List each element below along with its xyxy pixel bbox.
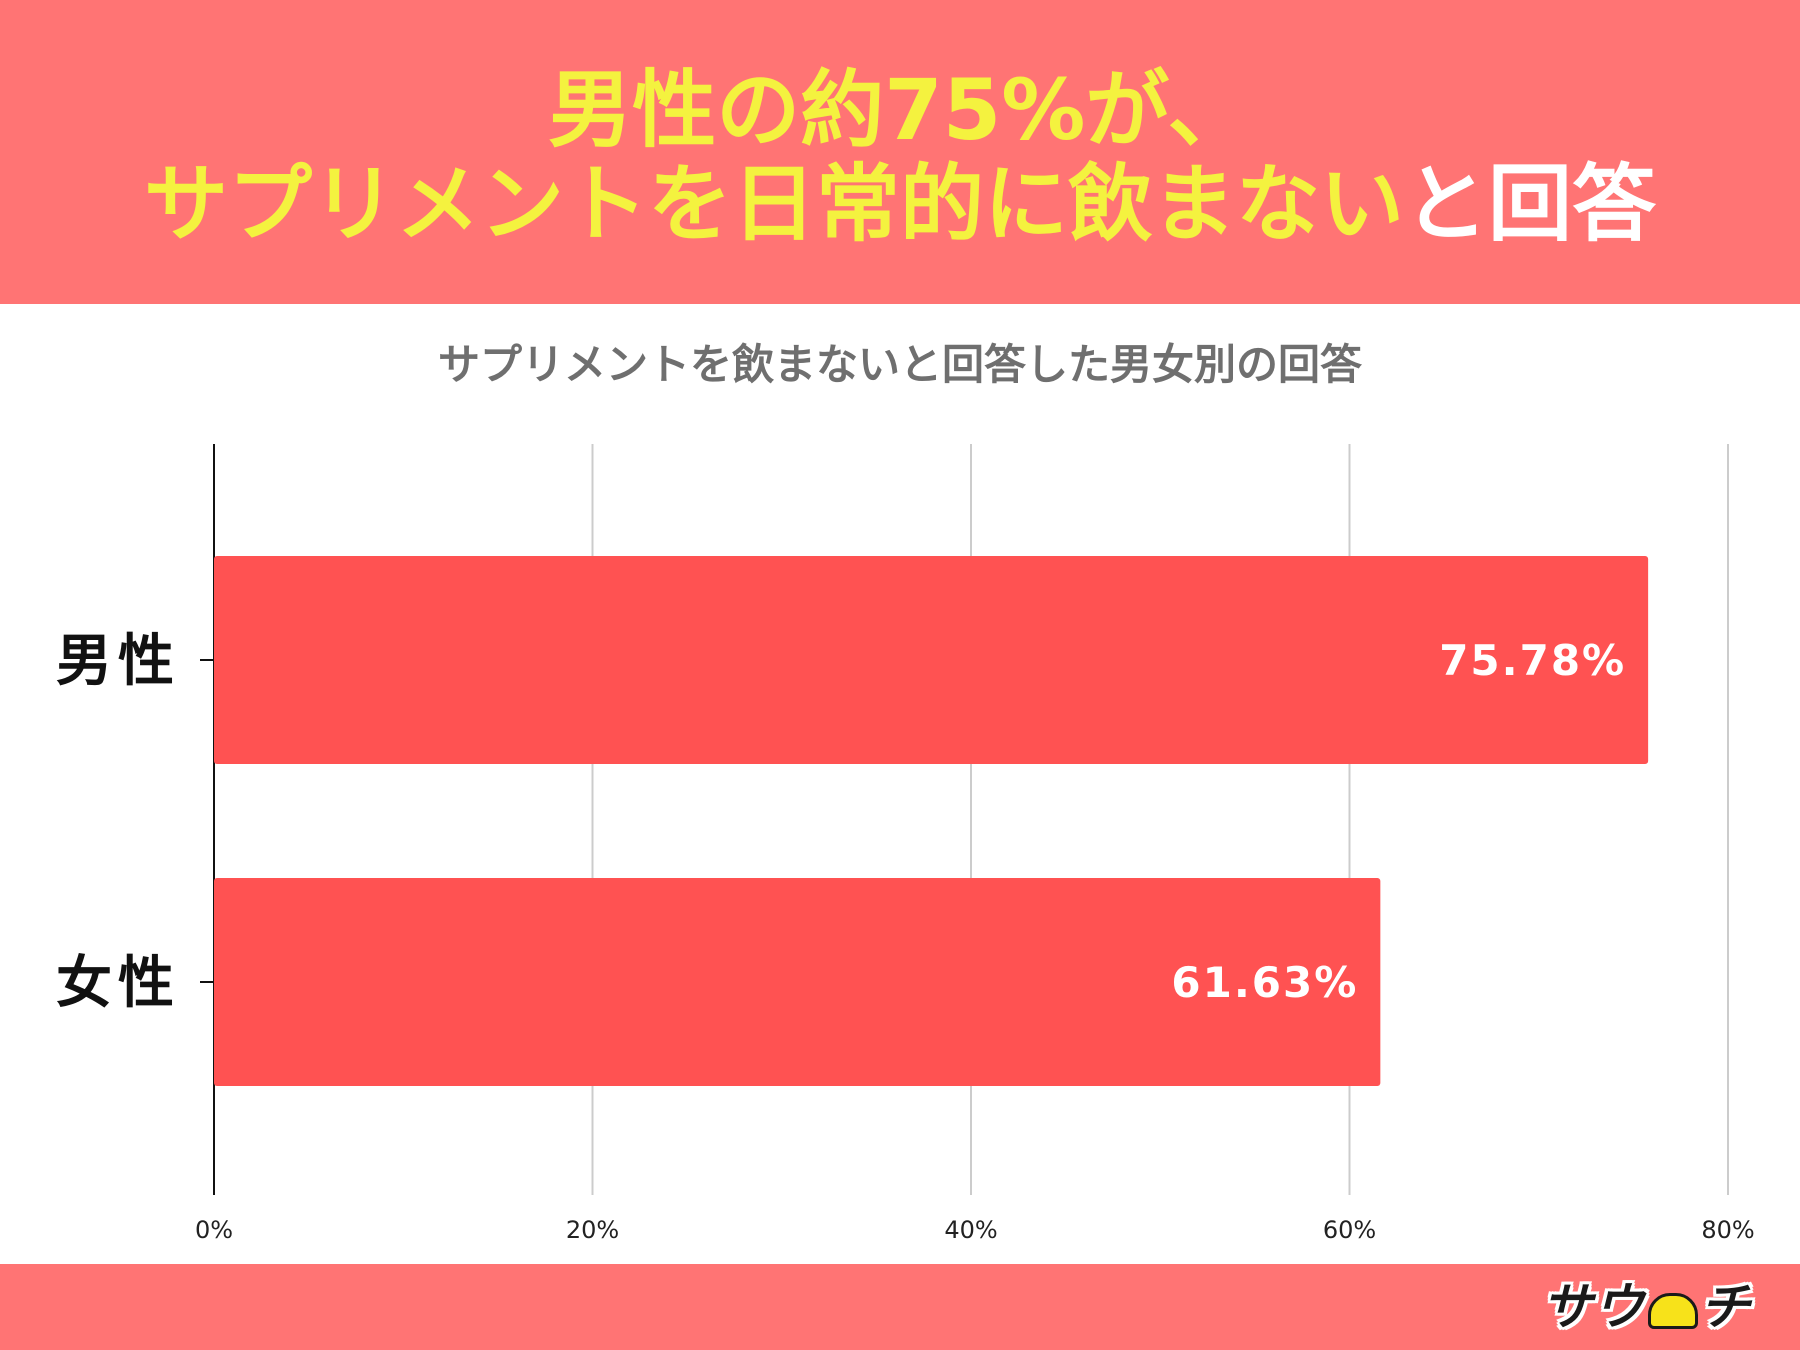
category-label: 女性 — [56, 951, 180, 1016]
logo-text: サウチ — [1542, 1282, 1752, 1332]
bar-chart: 0% 20% 40% 60% 80% 75.78% 男性 61.63% 女性 — [56, 444, 1755, 1244]
logo-text-left: サウ — [1542, 1278, 1646, 1336]
chart-title: サプリメントを飲まないと回答した男女別の回答 — [437, 340, 1362, 389]
x-tick-label: 60% — [1323, 1216, 1376, 1244]
category-label: 男性 — [56, 629, 180, 694]
bar-value-label: 61.63% — [1171, 958, 1358, 1007]
headline-rest: と回答 — [1404, 155, 1657, 253]
x-tick-label: 0% — [195, 1216, 233, 1244]
x-tick-label: 80% — [1701, 1216, 1754, 1244]
footer-banner: サウチ — [0, 1264, 1800, 1350]
bar — [214, 878, 1381, 1086]
cap-mascot-icon — [1648, 1292, 1698, 1329]
bar — [214, 556, 1649, 764]
headline-line-1: 男性の約75%が、 — [548, 61, 1252, 159]
bar-value-label: 75.78% — [1439, 636, 1626, 685]
x-tick-label: 20% — [566, 1216, 619, 1244]
headline-highlight: サプリメントを日常的に飲まない — [143, 155, 1404, 253]
header-banner: 男性の約75%が、 サプリメントを日常的に飲まないと回答 — [0, 0, 1800, 304]
logo-text-right: チ — [1700, 1278, 1752, 1336]
brand-logo: サウチ — [1542, 1274, 1752, 1340]
x-tick-label: 40% — [944, 1216, 997, 1244]
headline-line-2: サプリメントを日常的に飲まないと回答 — [0, 162, 1800, 246]
